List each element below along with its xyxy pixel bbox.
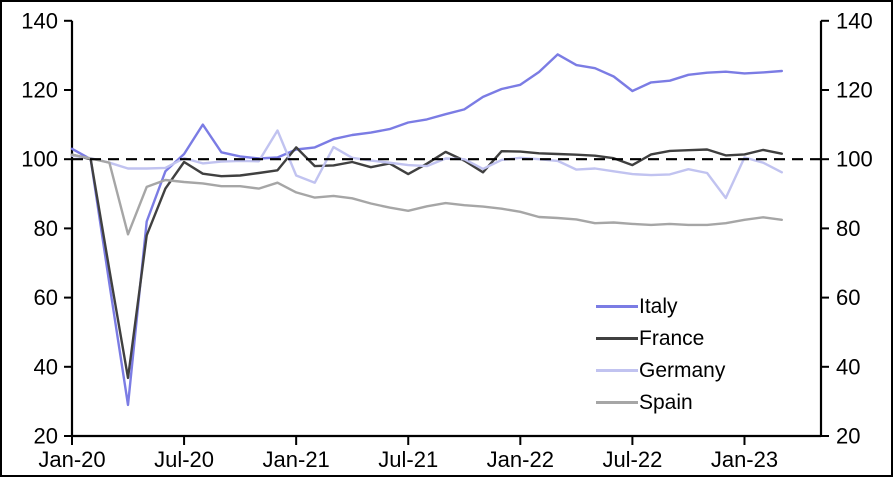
legend-label-germany: Germany xyxy=(639,358,726,382)
y-axis-label-left: 80 xyxy=(34,216,58,241)
y-axis-label-right: 60 xyxy=(836,285,860,310)
legend-label-france: France xyxy=(639,326,705,350)
legend-item-spain: Spain xyxy=(596,386,725,418)
y-axis-label-left: 40 xyxy=(34,354,58,379)
legend-line-germany xyxy=(596,368,638,372)
x-axis-label: Jul-22 xyxy=(602,447,662,472)
series-line-spain xyxy=(70,153,783,236)
y-axis-label-right: 100 xyxy=(836,147,873,172)
x-axis-label: Jan-22 xyxy=(487,447,554,472)
series-line-france xyxy=(70,146,783,380)
y-axis-label-left: 20 xyxy=(34,424,58,449)
legend-line-france xyxy=(596,336,638,340)
y-axis-label-right: 120 xyxy=(836,78,873,103)
y-axis-label-right: 80 xyxy=(836,216,860,241)
x-axis-label: Jul-20 xyxy=(154,447,214,472)
y-axis-label-left: 100 xyxy=(21,147,58,172)
legend-label-italy: Italy xyxy=(639,294,678,318)
y-axis-label-left: 60 xyxy=(34,285,58,310)
legend-label-spain: Spain xyxy=(639,390,693,414)
x-axis-label: Jan-23 xyxy=(711,447,778,472)
legend-item-italy: Italy xyxy=(596,290,725,322)
x-axis-label: Jan-21 xyxy=(263,447,330,472)
legend-line-italy xyxy=(596,304,638,308)
legend-line-spain xyxy=(596,400,638,404)
legend-item-france: France xyxy=(596,322,725,354)
legend: Italy France Germany Spain xyxy=(596,290,725,418)
y-axis-label-left: 120 xyxy=(21,78,58,103)
x-axis-label: Jan-20 xyxy=(38,447,105,472)
y-axis-label-right: 20 xyxy=(836,424,860,449)
series-line-italy xyxy=(70,53,783,407)
legend-item-germany: Germany xyxy=(596,354,725,386)
y-axis-label-right: 140 xyxy=(836,8,873,33)
x-axis-label: Jul-21 xyxy=(378,447,438,472)
y-axis-label-left: 140 xyxy=(21,8,58,33)
y-axis-label-right: 40 xyxy=(836,354,860,379)
